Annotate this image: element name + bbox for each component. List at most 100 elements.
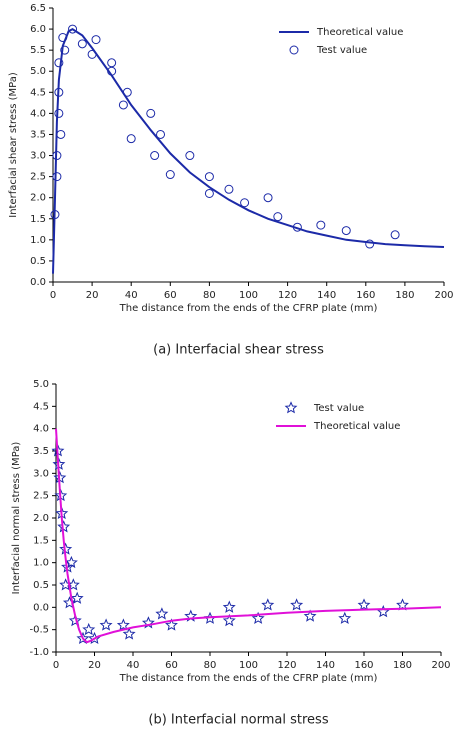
data-point (54, 58, 64, 68)
y-tick-label: 4.5 (33, 401, 49, 412)
x-tick-label: 20 (88, 660, 101, 671)
legend-label: Test value (316, 45, 367, 56)
y-tick-label: 3.5 (30, 129, 46, 140)
y-tick-label: 0.5 (33, 580, 49, 591)
data-point (222, 600, 236, 613)
data-point (146, 108, 156, 118)
data-point (376, 604, 390, 618)
x-tick-label: 200 (434, 290, 453, 301)
y-tick-label: 5.5 (30, 45, 46, 56)
y-tick-label: -0.5 (29, 625, 49, 636)
data-point (107, 58, 117, 68)
data-point (155, 607, 169, 620)
x-tick-label: 140 (317, 290, 336, 301)
data-point (126, 134, 136, 144)
data-point (273, 212, 283, 222)
x-tick-label: 20 (86, 290, 99, 301)
data-point (224, 184, 234, 194)
data-point (58, 33, 68, 43)
data-point (263, 193, 273, 203)
y-tick-label: 5.0 (30, 66, 46, 77)
legend-label: Theoretical value (313, 421, 400, 432)
y-tick-label: 4.0 (30, 108, 46, 119)
series-line (52, 27, 445, 274)
y-tick-label: 1.0 (30, 235, 46, 246)
caption: (b) Interfacial normal stress (148, 713, 328, 728)
x-tick-label: 120 (277, 660, 296, 671)
data-point (292, 222, 302, 232)
data-point (261, 598, 275, 611)
x-tick-label: 160 (354, 660, 373, 671)
data-point (390, 230, 400, 240)
data-point (82, 622, 96, 636)
data-point (204, 188, 214, 198)
x-tick-label: 40 (127, 660, 140, 671)
data-point (70, 591, 84, 604)
data-point (116, 618, 130, 631)
data-point (68, 24, 78, 34)
data-point (150, 151, 160, 161)
x-tick-label: 80 (204, 660, 217, 671)
x-axis-title: The distance from the ends of the CFRP p… (119, 673, 378, 684)
x-tick-label: 60 (164, 290, 177, 301)
x-tick-label: 200 (431, 660, 450, 671)
data-point (76, 631, 90, 645)
data-point (52, 151, 62, 161)
legend-marker (284, 401, 298, 414)
x-tick-label: 0 (50, 290, 56, 301)
data-point (303, 609, 317, 622)
data-point (54, 87, 64, 97)
data-point (68, 613, 82, 627)
y-tick-label: 0.0 (33, 602, 49, 613)
y-tick-label: 0.0 (30, 277, 46, 288)
data-point (290, 598, 304, 611)
y-tick-label: 2.5 (33, 491, 49, 502)
y-tick-label: 3.0 (30, 151, 46, 162)
data-point (56, 129, 66, 139)
series-line (55, 428, 442, 644)
data-point (62, 596, 76, 609)
data-point (251, 611, 265, 624)
data-point (185, 151, 195, 161)
y-tick-label: 1.5 (30, 214, 46, 225)
y-tick-label: 5.0 (33, 379, 49, 390)
data-point (357, 598, 371, 611)
y-axis-title: Interfacial shear stress (MPa) (8, 72, 19, 218)
data-point (240, 198, 250, 208)
data-point (338, 611, 352, 624)
y-tick-label: 1.5 (33, 535, 49, 546)
data-point (122, 627, 136, 640)
data-point (365, 239, 375, 249)
x-tick-label: 40 (125, 290, 138, 301)
y-tick-label: 2.0 (33, 513, 49, 524)
data-point (122, 87, 132, 97)
x-tick-label: 80 (203, 290, 216, 301)
caption: (a) Interfacial shear stress (153, 343, 324, 358)
x-tick-label: 140 (316, 660, 335, 671)
y-tick-label: 4.5 (30, 87, 46, 98)
data-point (316, 220, 326, 230)
x-tick-label: 100 (239, 290, 258, 301)
data-point (156, 129, 166, 139)
y-tick-label: 3.5 (33, 446, 49, 457)
y-tick-label: 2.0 (30, 193, 46, 204)
data-point (118, 100, 128, 110)
data-point (50, 210, 60, 220)
data-point (77, 39, 87, 49)
data-point (54, 108, 64, 118)
x-tick-label: 160 (356, 290, 375, 301)
y-tick-label: 1.0 (33, 558, 49, 569)
data-point (64, 555, 78, 569)
data-point (341, 226, 351, 236)
data-point (396, 598, 409, 611)
data-point (222, 613, 236, 627)
legend-marker (289, 45, 299, 55)
x-axis-title: The distance from the ends of the CFRP p… (119, 303, 378, 314)
x-tick-label: 100 (239, 660, 258, 671)
data-point (99, 618, 113, 631)
data-point (60, 45, 70, 55)
data-point (91, 35, 101, 45)
x-tick-label: 0 (53, 660, 59, 671)
y-tick-label: 3.0 (33, 468, 49, 479)
